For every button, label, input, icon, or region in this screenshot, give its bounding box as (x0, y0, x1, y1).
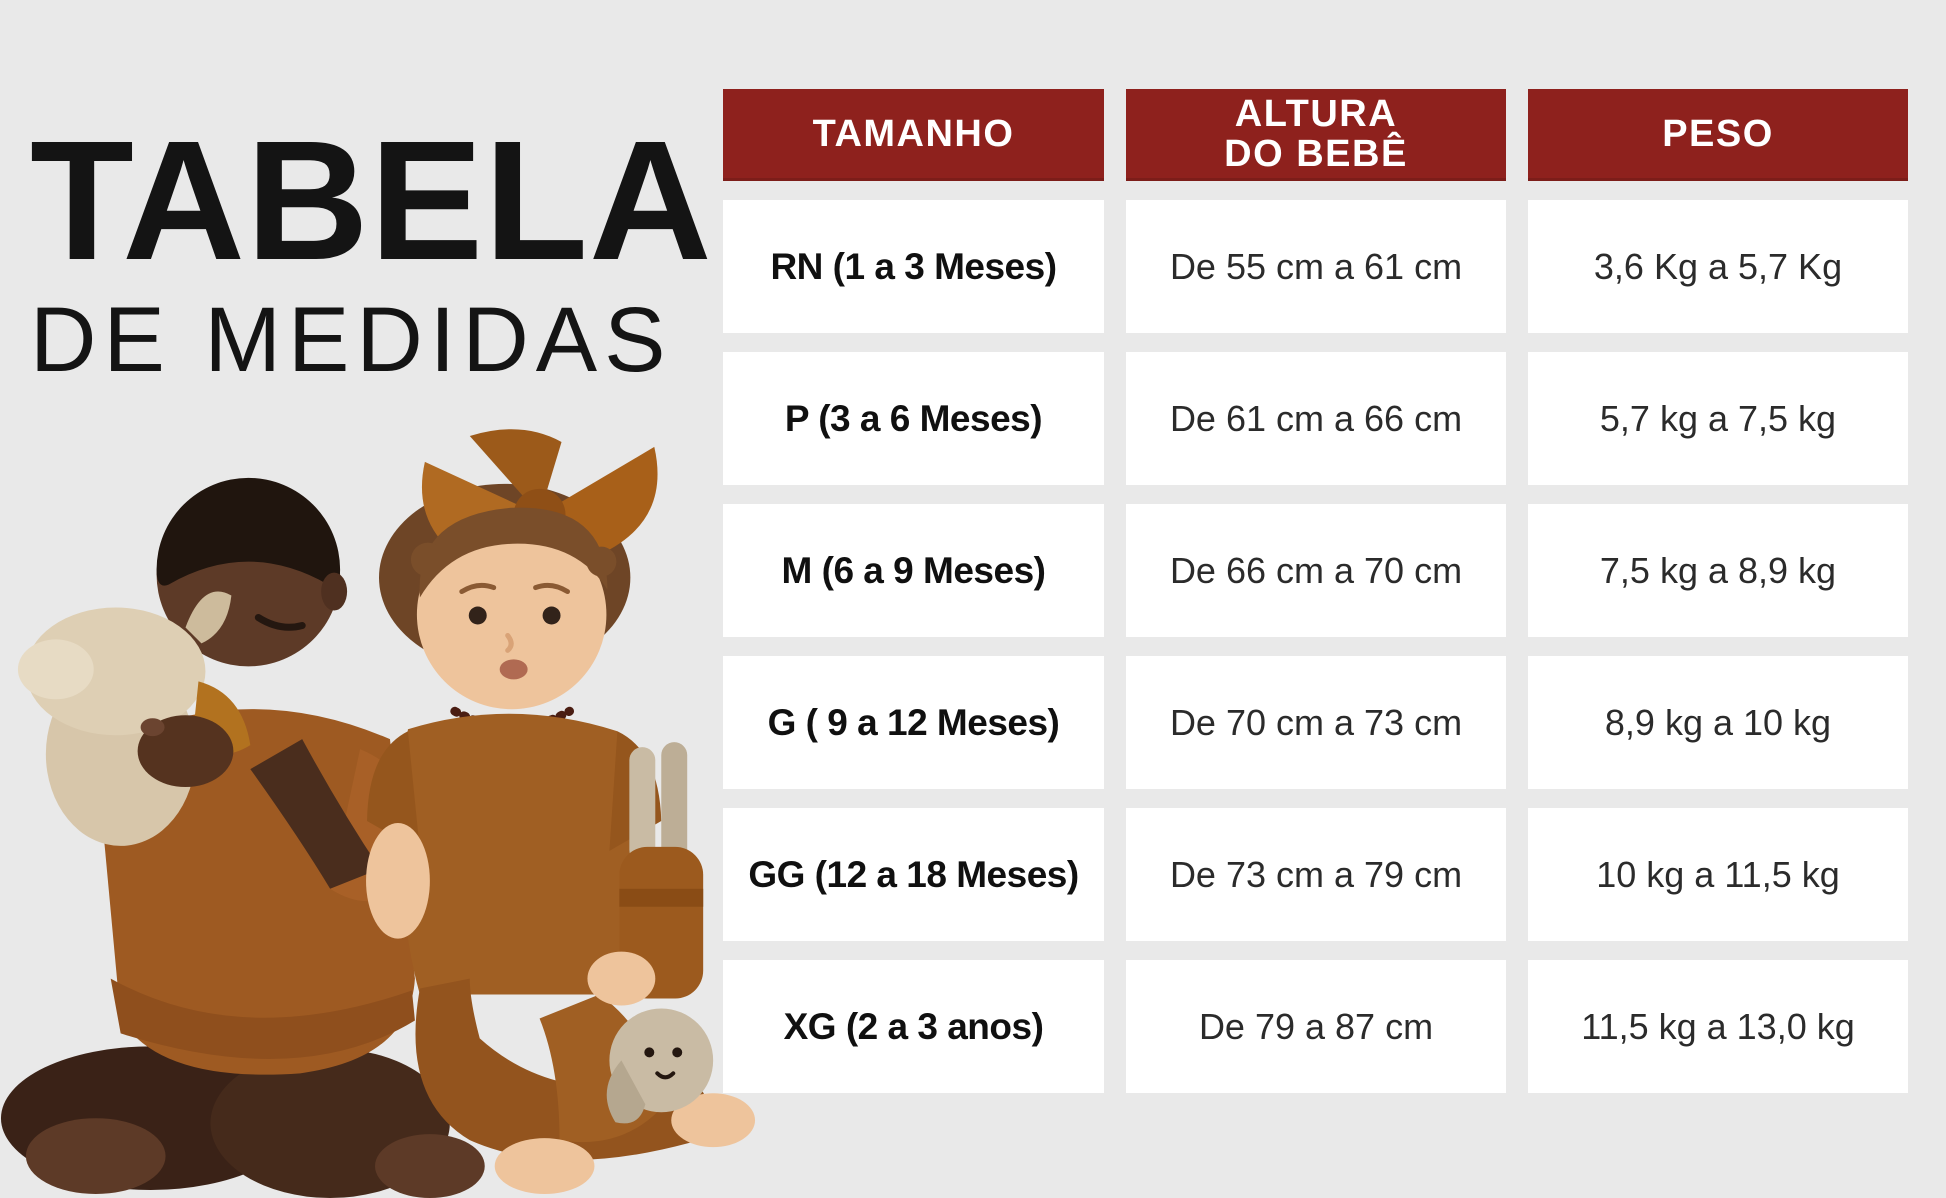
height-cell: De 55 cm a 61 cm (1126, 200, 1506, 333)
size-cell: GG (12 a 18 Meses) (723, 808, 1104, 941)
page-title-line1: TABELA (30, 106, 713, 296)
size-cell: P (3 a 6 Meses) (723, 352, 1104, 485)
babies-photo (0, 429, 756, 1198)
header-cell-tamanho: TAMANHO (723, 89, 1104, 181)
size-cell: XG (2 a 3 anos) (723, 960, 1104, 1093)
weight-cell: 7,5 kg a 8,9 kg (1528, 504, 1908, 637)
size-cell: M (6 a 9 Meses) (723, 504, 1104, 637)
height-cell: De 66 cm a 70 cm (1126, 504, 1506, 637)
page-title: TABELA DE MEDIDAS (30, 106, 713, 391)
height-cell: De 79 a 87 cm (1126, 960, 1506, 1093)
size-cell: G ( 9 a 12 Meses) (723, 656, 1104, 789)
page-title-line2: DE MEDIDAS (30, 289, 673, 391)
height-cell: De 61 cm a 66 cm (1126, 352, 1506, 485)
weight-cell: 8,9 kg a 10 kg (1528, 656, 1908, 789)
weight-cell: 3,6 Kg a 5,7 Kg (1528, 200, 1908, 333)
height-cell: De 73 cm a 79 cm (1126, 808, 1506, 941)
size-cell: RN (1 a 3 Meses) (723, 200, 1104, 333)
header-cell-altura: ALTURA DO BEBÊ (1126, 89, 1506, 181)
size-table: TAMANHO ALTURA DO BEBÊ PESO RN (1 a 3 Me… (723, 89, 1908, 1093)
plush-horse-toy (17, 591, 251, 846)
height-cell: De 70 cm a 73 cm (1126, 656, 1506, 789)
weight-cell: 11,5 kg a 13,0 kg (1528, 960, 1908, 1093)
weight-cell: 10 kg a 11,5 kg (1528, 808, 1908, 941)
header-cell-peso: PESO (1528, 89, 1908, 181)
baby-right-figure (366, 429, 756, 1195)
weight-cell: 5,7 kg a 7,5 kg (1528, 352, 1908, 485)
